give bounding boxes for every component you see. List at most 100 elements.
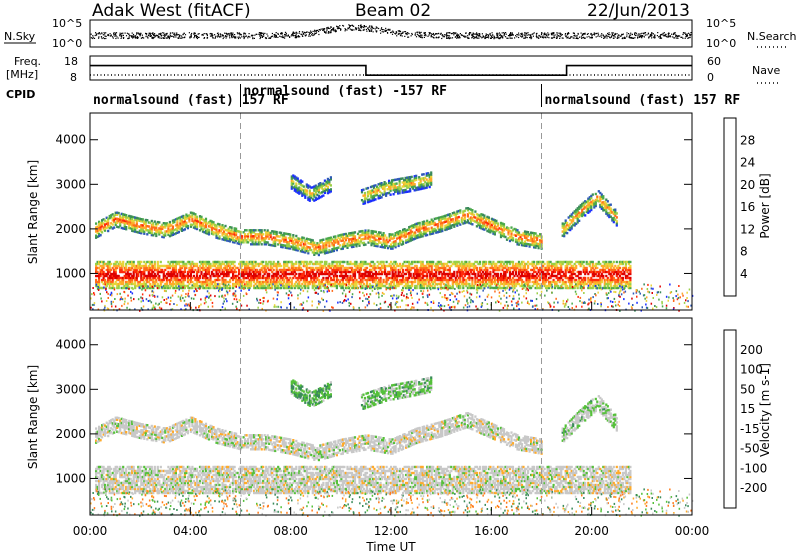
power-cell xyxy=(158,264,161,268)
power-cell xyxy=(379,272,382,276)
power-cell xyxy=(472,264,475,268)
noise-sample xyxy=(482,35,484,37)
noise-sample xyxy=(284,37,286,39)
noise-sample xyxy=(536,32,538,34)
power-cell xyxy=(114,217,117,220)
power-cell xyxy=(162,234,165,237)
power-cell xyxy=(621,276,624,280)
power-cell xyxy=(254,276,257,280)
power-cell xyxy=(385,260,388,264)
noise-sample xyxy=(150,35,152,37)
power-cell xyxy=(275,274,278,278)
noise-sample xyxy=(611,35,613,37)
noise-sample xyxy=(516,33,518,36)
power-cell xyxy=(499,262,503,266)
power-cell xyxy=(272,280,275,284)
power-cell xyxy=(123,286,126,290)
power-cell xyxy=(546,270,549,274)
power-cell xyxy=(227,264,230,268)
noise-sample xyxy=(626,34,628,36)
power-cell xyxy=(147,272,150,276)
noise-sample xyxy=(535,35,537,37)
power-cell xyxy=(618,278,621,282)
power-cell xyxy=(328,262,331,266)
power-cell xyxy=(384,266,387,270)
noise-sample xyxy=(650,35,652,37)
noise-left-tick-low: 10^0 xyxy=(52,37,82,50)
power-cell xyxy=(554,264,557,268)
noise-sample xyxy=(474,36,476,38)
noise-sample xyxy=(591,36,593,38)
power-cell xyxy=(155,230,158,234)
power-cell xyxy=(176,221,179,224)
noise-sample xyxy=(518,32,520,34)
noise-sample xyxy=(498,37,500,40)
power-cell xyxy=(402,262,405,266)
power-cell xyxy=(171,264,174,268)
power-cell xyxy=(117,286,120,290)
power-cell xyxy=(511,262,515,266)
noise-sample xyxy=(453,32,455,34)
power-cell xyxy=(123,221,126,224)
power-cell xyxy=(421,274,424,278)
power-cell xyxy=(489,282,492,286)
power-cell xyxy=(557,260,560,264)
power-cell xyxy=(618,262,621,266)
power-cell xyxy=(495,266,498,270)
power-cell xyxy=(287,282,290,286)
power-cell xyxy=(459,286,462,290)
power-cell xyxy=(620,278,623,282)
power-cell xyxy=(207,270,211,274)
power-cell xyxy=(504,282,507,286)
power-cell xyxy=(201,280,205,284)
power-cell xyxy=(396,262,399,266)
power-cell xyxy=(498,284,501,288)
power-cell xyxy=(229,280,232,284)
noise-sample xyxy=(584,37,586,39)
noise-sample xyxy=(558,35,560,37)
noise-sample xyxy=(259,37,261,40)
noise-sample xyxy=(160,37,162,39)
power-cell xyxy=(135,284,138,288)
power-cell xyxy=(609,278,612,282)
power-cell xyxy=(554,266,557,270)
power-cell xyxy=(146,274,149,278)
noise-sample xyxy=(582,33,584,35)
power-cell xyxy=(107,270,110,274)
power-cell xyxy=(289,268,292,272)
power-cell xyxy=(108,264,111,268)
power-cell xyxy=(344,268,347,272)
power-cell xyxy=(567,268,570,272)
power-cell xyxy=(620,270,623,274)
noise-sample xyxy=(371,26,373,28)
power-cell xyxy=(263,284,266,288)
power-cell xyxy=(481,278,484,282)
power-cell xyxy=(352,274,355,278)
power-cell xyxy=(101,219,104,222)
power-cell xyxy=(149,272,152,276)
power-cell xyxy=(281,276,284,280)
power-cell xyxy=(176,217,179,220)
power-cell xyxy=(396,282,399,286)
power-cell xyxy=(548,282,551,286)
noise-sample xyxy=(259,32,262,34)
power-cell xyxy=(406,268,409,272)
power-cell xyxy=(623,260,626,264)
noise-sample xyxy=(651,32,653,34)
noise-sample xyxy=(509,35,512,37)
power-cell xyxy=(477,286,480,290)
power-cell xyxy=(400,264,403,268)
power-cell xyxy=(274,262,277,266)
power-cell xyxy=(502,278,506,282)
noise-sample xyxy=(490,37,492,39)
power-cell xyxy=(171,219,174,222)
power-cell xyxy=(123,219,126,222)
power-cell xyxy=(424,266,427,270)
power-cell xyxy=(624,282,627,286)
power-cell xyxy=(531,260,534,264)
noise-sample xyxy=(476,32,478,34)
power-cell xyxy=(218,264,221,268)
power-cell xyxy=(329,284,332,288)
power-cell xyxy=(253,272,256,276)
power-cell xyxy=(98,266,101,270)
